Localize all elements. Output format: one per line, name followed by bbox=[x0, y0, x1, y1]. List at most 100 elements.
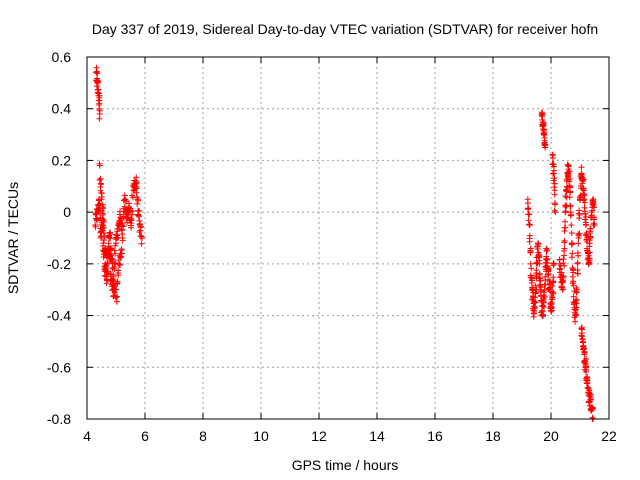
data-point bbox=[587, 225, 594, 232]
y-tick-label: 0.2 bbox=[52, 152, 72, 168]
data-point bbox=[574, 266, 581, 273]
data-point bbox=[590, 200, 597, 207]
data-point bbox=[93, 68, 100, 75]
data-point bbox=[99, 217, 106, 224]
data-point bbox=[586, 255, 593, 262]
data-point bbox=[586, 243, 593, 250]
data-point bbox=[92, 223, 99, 230]
data-point bbox=[134, 185, 141, 192]
data-point bbox=[570, 269, 577, 276]
y-tick-labels: 0.6 0.4 0.2 0 -0.2 -0.4 -0.6 -0.8 bbox=[47, 49, 71, 427]
data-point bbox=[96, 176, 103, 183]
data-point bbox=[560, 256, 567, 263]
data-point bbox=[574, 249, 581, 256]
data-point bbox=[533, 267, 540, 274]
data-point bbox=[576, 207, 583, 214]
data-point bbox=[100, 247, 107, 254]
data-point bbox=[580, 185, 587, 192]
data-point bbox=[568, 222, 575, 229]
data-point bbox=[567, 188, 574, 195]
data-point bbox=[100, 240, 107, 247]
data-point bbox=[569, 240, 576, 247]
data-point bbox=[113, 286, 120, 293]
y-tick-label: -0.6 bbox=[47, 359, 71, 375]
data-point bbox=[111, 247, 118, 254]
data-point bbox=[137, 224, 144, 231]
data-point bbox=[580, 345, 587, 352]
data-point bbox=[559, 286, 566, 293]
data-point bbox=[578, 164, 585, 171]
data-point bbox=[584, 379, 591, 386]
data-point bbox=[586, 249, 593, 256]
data-point bbox=[532, 290, 539, 297]
data-point bbox=[113, 298, 120, 305]
data-point bbox=[549, 282, 556, 289]
data-point bbox=[575, 231, 582, 238]
data-point bbox=[539, 308, 546, 315]
data-point bbox=[576, 215, 583, 222]
data-point bbox=[524, 206, 531, 213]
data-point bbox=[581, 204, 588, 211]
data-point bbox=[129, 211, 136, 218]
data-point bbox=[121, 192, 128, 199]
data-point bbox=[582, 216, 589, 223]
data-point bbox=[95, 79, 102, 86]
data-point bbox=[572, 312, 579, 319]
data-point bbox=[118, 226, 125, 233]
data-point bbox=[576, 230, 583, 237]
data-point bbox=[117, 261, 124, 268]
data-point bbox=[580, 176, 587, 183]
data-point bbox=[110, 281, 117, 288]
x-tick-label: 18 bbox=[485, 428, 501, 444]
data-point bbox=[561, 239, 568, 246]
data-point bbox=[572, 318, 579, 325]
data-point bbox=[567, 203, 574, 210]
data-point bbox=[578, 324, 585, 331]
grid bbox=[87, 57, 609, 419]
data-point bbox=[106, 252, 113, 259]
data-point bbox=[567, 176, 574, 183]
x-tick-label: 4 bbox=[83, 428, 91, 444]
data-point bbox=[582, 211, 589, 218]
data-point bbox=[567, 202, 574, 209]
data-point bbox=[94, 215, 101, 222]
data-point bbox=[118, 217, 125, 224]
data-point bbox=[552, 209, 559, 216]
data-point bbox=[574, 260, 581, 267]
data-point bbox=[96, 160, 103, 167]
data-point bbox=[550, 262, 557, 269]
data-point bbox=[581, 192, 588, 199]
data-point bbox=[536, 260, 543, 267]
data-point bbox=[542, 273, 549, 280]
data-point bbox=[101, 248, 108, 255]
data-point bbox=[551, 207, 558, 214]
data-point bbox=[104, 259, 111, 266]
data-point bbox=[561, 224, 568, 231]
data-point bbox=[540, 121, 547, 128]
data-point bbox=[112, 250, 119, 257]
data-point bbox=[119, 237, 126, 244]
data-point bbox=[551, 184, 558, 191]
data-points bbox=[92, 64, 598, 422]
data-point bbox=[591, 222, 598, 229]
data-point bbox=[113, 240, 119, 247]
data-point bbox=[136, 207, 143, 214]
data-point bbox=[544, 246, 551, 253]
y-tick-label: -0.2 bbox=[47, 256, 71, 272]
axis-ticks bbox=[86, 56, 610, 420]
data-point bbox=[591, 204, 598, 211]
data-point bbox=[570, 293, 577, 300]
data-point bbox=[541, 293, 548, 300]
data-point bbox=[107, 255, 114, 262]
data-point bbox=[565, 169, 572, 176]
data-point bbox=[536, 252, 543, 259]
x-tick-label: 14 bbox=[369, 428, 385, 444]
x-tick-label: 6 bbox=[141, 428, 149, 444]
data-point bbox=[568, 254, 575, 261]
data-point bbox=[101, 233, 108, 240]
data-point bbox=[98, 193, 105, 200]
data-point bbox=[95, 86, 102, 93]
data-point bbox=[108, 256, 115, 263]
data-point bbox=[540, 302, 547, 309]
data-point bbox=[104, 277, 111, 284]
